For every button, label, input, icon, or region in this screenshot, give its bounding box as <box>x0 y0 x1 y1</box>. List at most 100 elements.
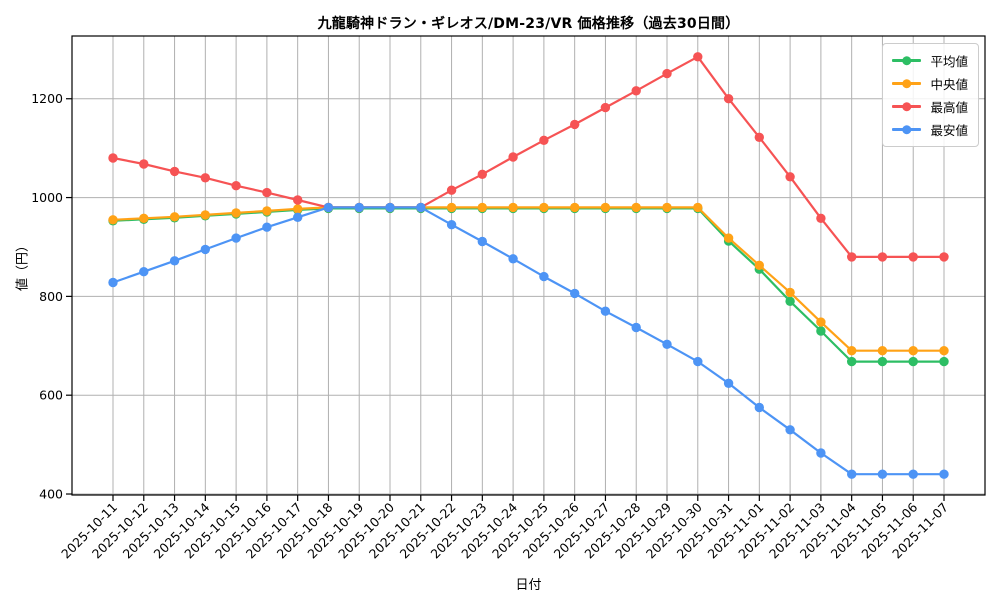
legend-label: 平均値 <box>930 54 968 69</box>
data-point <box>169 166 180 177</box>
data-point <box>785 296 795 306</box>
legend-line-swatch <box>892 78 922 89</box>
data-point <box>570 202 580 213</box>
legend-marker-dot <box>902 55 912 66</box>
chart-title: 九龍騎神ドラン・ギレオス/DM-23/VR 価格推移（過去30日間） <box>317 16 740 32</box>
data-point <box>139 267 149 277</box>
legend-item-median: 中央値 <box>892 72 968 95</box>
legend-marker-dot <box>902 124 912 135</box>
data-point <box>262 206 272 216</box>
data-point <box>631 86 641 96</box>
series-min <box>108 202 949 479</box>
data-point <box>939 469 949 479</box>
data-point <box>354 202 364 213</box>
data-point <box>200 210 210 220</box>
data-point <box>262 187 272 198</box>
data-point <box>877 356 888 367</box>
data-point <box>539 202 549 213</box>
data-point <box>169 256 180 266</box>
x-axis-label: 日付 <box>515 578 542 593</box>
legend-line-swatch <box>892 101 922 112</box>
data-point <box>446 202 457 213</box>
data-point <box>139 213 149 223</box>
data-point <box>693 52 703 62</box>
data-point <box>631 202 641 213</box>
data-point <box>231 181 241 191</box>
data-point <box>816 213 826 223</box>
data-point <box>508 152 518 162</box>
x-tick-labels: 2025-10-112025-10-122025-10-132025-10-14… <box>58 499 951 561</box>
data-point <box>231 208 241 218</box>
data-point <box>477 169 487 179</box>
data-point <box>723 94 734 104</box>
data-point <box>877 469 888 479</box>
axes-frame <box>71 35 986 496</box>
legend-line-swatch <box>892 124 922 135</box>
data-point <box>200 173 210 183</box>
data-point <box>785 287 795 298</box>
data-point <box>108 153 118 163</box>
data-point <box>293 212 303 222</box>
data-point <box>570 119 580 130</box>
series-average <box>108 203 949 367</box>
y-axis-label: 値（円） <box>15 238 31 292</box>
grid-lines <box>72 36 985 495</box>
data-point <box>446 185 457 195</box>
data-point <box>416 202 426 213</box>
y-tick-label: 1200 <box>31 91 63 106</box>
y-tick-label: 1000 <box>31 190 63 205</box>
legend-item-min: 最安値 <box>892 118 968 141</box>
y-tick-label: 400 <box>39 487 63 502</box>
data-point <box>754 402 764 413</box>
legend-item-average: 平均値 <box>892 49 968 72</box>
data-point <box>600 306 611 316</box>
data-point <box>662 339 672 349</box>
series-line-median <box>111 206 946 352</box>
data-point <box>816 326 826 336</box>
data-point <box>693 202 703 213</box>
data-point <box>446 220 457 230</box>
data-point <box>600 202 611 213</box>
data-point <box>908 356 918 367</box>
data-point <box>847 346 857 356</box>
data-point <box>754 132 764 142</box>
data-point <box>785 425 795 435</box>
data-point <box>662 68 672 79</box>
data-point <box>539 271 549 282</box>
data-point <box>539 135 549 145</box>
data-point <box>139 159 149 169</box>
data-point <box>570 288 580 299</box>
data-point <box>385 202 395 213</box>
data-point <box>847 356 857 367</box>
data-point <box>477 202 487 213</box>
legend-item-max: 最高値 <box>892 95 968 118</box>
y-tick-label: 600 <box>39 388 63 403</box>
data-point <box>693 356 703 367</box>
data-point <box>723 378 734 388</box>
data-point <box>200 244 210 255</box>
data-point <box>631 322 641 333</box>
legend-label: 最安値 <box>930 123 968 138</box>
legend-label: 中央値 <box>930 77 968 92</box>
data-point <box>939 356 949 367</box>
data-point <box>293 204 303 214</box>
data-point <box>723 233 734 243</box>
data-point <box>754 260 764 270</box>
series-line-min <box>111 206 946 476</box>
data-point <box>477 236 487 247</box>
y-tick-label: 800 <box>39 289 63 304</box>
data-point <box>262 222 272 232</box>
legend-line-swatch <box>892 55 922 66</box>
data-point <box>877 346 888 356</box>
series-line-max <box>111 55 946 258</box>
data-point <box>108 215 118 225</box>
data-point <box>231 233 241 243</box>
data-point <box>877 252 888 262</box>
data-point <box>939 346 949 356</box>
data-point <box>662 202 672 213</box>
data-point <box>939 252 949 262</box>
legend-label: 最高値 <box>930 100 968 115</box>
data-point <box>816 448 826 458</box>
